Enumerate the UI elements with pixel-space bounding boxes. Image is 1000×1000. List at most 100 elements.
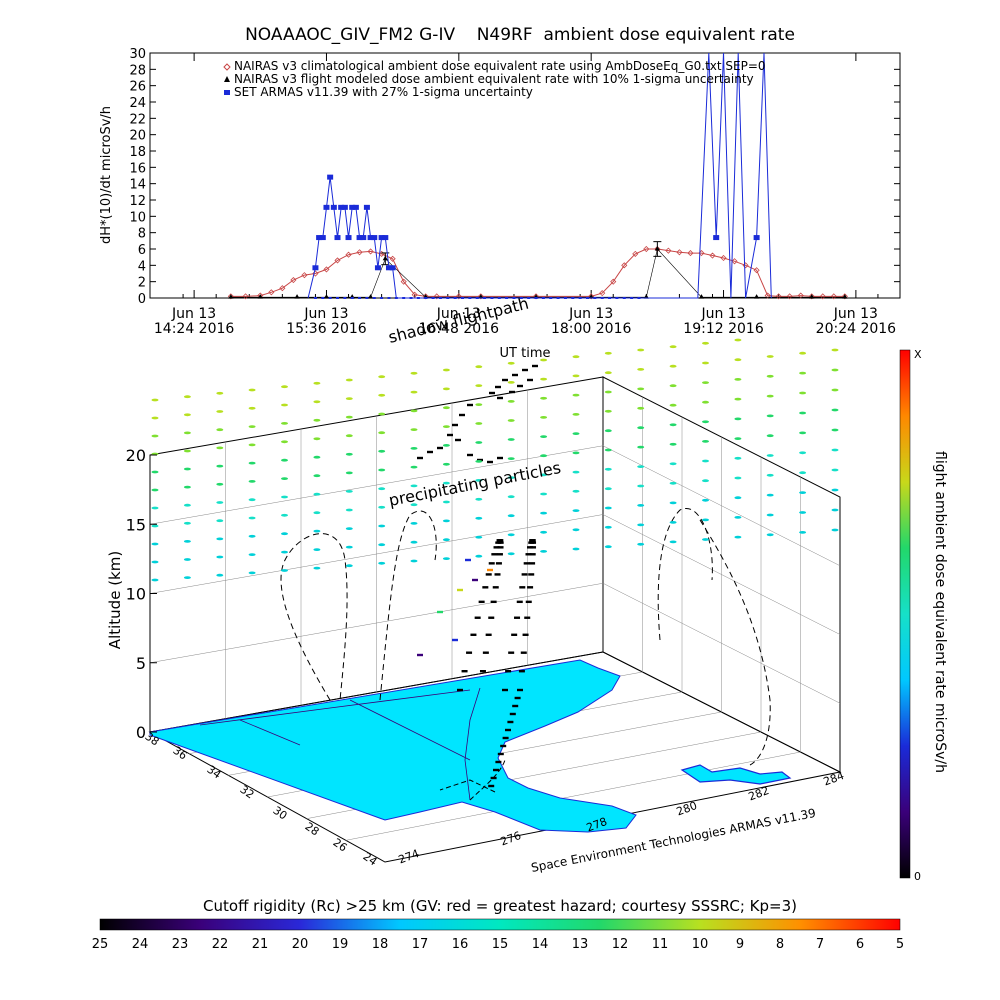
particle-mark	[540, 473, 548, 477]
point-flight-modeled	[367, 294, 374, 299]
particle-mark	[313, 400, 321, 404]
particle-mark	[281, 550, 288, 554]
particle-mark	[183, 503, 191, 507]
particle-mark	[669, 481, 677, 485]
flight-point	[461, 670, 468, 673]
particle-mark	[151, 506, 159, 510]
particle-mark	[637, 484, 645, 488]
particle-mark	[540, 511, 548, 515]
flight-point	[470, 633, 477, 636]
flight-point	[487, 460, 493, 464]
particle-mark	[345, 545, 353, 549]
flight-point	[447, 433, 453, 437]
particle-mark	[572, 528, 580, 532]
particle-mark	[281, 513, 288, 517]
particle-mark	[248, 553, 256, 556]
floor-grid-line	[345, 751, 801, 841]
colorbar-bottom-ticks: 25 24 23 22 21 20 19 18 17 16 15 14 13 12 11 10 9 8 7 6 5	[92, 937, 904, 952]
point-climatological	[808, 293, 815, 300]
x-tick-label-date: Jun 13	[833, 306, 878, 322]
particle-mark	[669, 540, 677, 544]
particle-mark	[734, 417, 742, 421]
state-borders	[199, 687, 481, 801]
particle-mark	[702, 498, 709, 502]
chart-title: NOAAAOC_GIV_FM2 G-IV N49RF ambient dose …	[245, 25, 795, 45]
particle-mark	[442, 406, 450, 410]
particle-mark	[313, 474, 321, 478]
flight-point	[494, 573, 501, 576]
lon-tick-label: 280	[675, 799, 699, 818]
y-tick-label: 4	[138, 259, 146, 274]
colorbar-bottom-tick-label: 17	[412, 937, 429, 952]
y-tick-label: 0	[138, 292, 146, 307]
flight-point	[488, 784, 495, 788]
particle-mark	[442, 538, 450, 542]
altitude-ticks: 0 5 10 15 20	[126, 446, 157, 742]
point-climatological	[323, 266, 330, 273]
point-climatological	[841, 293, 848, 300]
point-armas	[316, 235, 323, 241]
particle-mark	[281, 385, 288, 389]
particle-mark	[572, 432, 580, 435]
point-armas	[334, 235, 341, 241]
point-armas	[356, 235, 363, 241]
flight-point	[491, 553, 498, 556]
particle-mark	[216, 410, 224, 413]
point-armas	[319, 235, 326, 241]
flight-point	[452, 638, 458, 642]
flight-point	[487, 568, 493, 572]
particle-mark	[507, 552, 515, 556]
point-armas	[349, 204, 356, 210]
point-climatological	[345, 251, 352, 258]
dashed-profile-right1	[657, 507, 713, 641]
particle-mark	[572, 413, 580, 416]
particle-mark	[410, 465, 418, 469]
particle-mark	[507, 476, 515, 479]
particle-mark	[669, 384, 677, 388]
point-flight-modeled	[257, 294, 263, 299]
particle-mark	[799, 531, 807, 534]
particle-mark	[248, 480, 256, 483]
lat-tick-label: 28	[303, 820, 322, 839]
point-climatological	[819, 293, 826, 300]
land-mass	[149, 659, 637, 833]
flight-point	[507, 720, 514, 724]
particle-mark	[572, 470, 580, 474]
particle-mark	[831, 408, 839, 412]
particle-mark	[378, 431, 386, 435]
colorbar-bottom-tick-label: 16	[452, 937, 469, 952]
flight-point	[520, 651, 527, 654]
particle-mark	[669, 501, 677, 505]
particle-mark	[313, 381, 321, 385]
flight-point	[495, 760, 502, 764]
point-climatological	[242, 293, 249, 300]
z-tick-label: 10	[126, 585, 146, 604]
flight-point	[497, 396, 503, 400]
point-climatological	[227, 293, 234, 300]
particle-mark	[410, 522, 418, 525]
colorbar-bottom-tick-label: 22	[212, 937, 229, 952]
x-axis-label: UT time	[500, 346, 551, 361]
particle-mark	[281, 477, 288, 480]
point-armas	[330, 204, 337, 210]
particle-mark	[216, 501, 224, 504]
y-tick-label: 22	[129, 112, 146, 127]
point-climatological	[290, 276, 297, 284]
legend-marker-diamond	[223, 63, 231, 71]
z-tick-label: 15	[126, 515, 146, 534]
colorbar-bottom-tick-label: 6	[856, 937, 864, 952]
particle-mark	[734, 476, 742, 480]
particle-mark	[799, 351, 807, 355]
point-climatological	[632, 250, 639, 257]
particle-mark	[248, 571, 256, 575]
particle-mark	[604, 467, 612, 471]
particle-mark	[669, 423, 677, 427]
point-climatological	[588, 293, 595, 300]
point-climatological	[709, 252, 716, 259]
particle-mark	[378, 561, 386, 565]
colorbar-bottom-tick-label: 7	[816, 937, 824, 952]
particle-mark	[799, 391, 807, 395]
flight-point	[502, 378, 508, 382]
flight-point	[497, 456, 503, 460]
